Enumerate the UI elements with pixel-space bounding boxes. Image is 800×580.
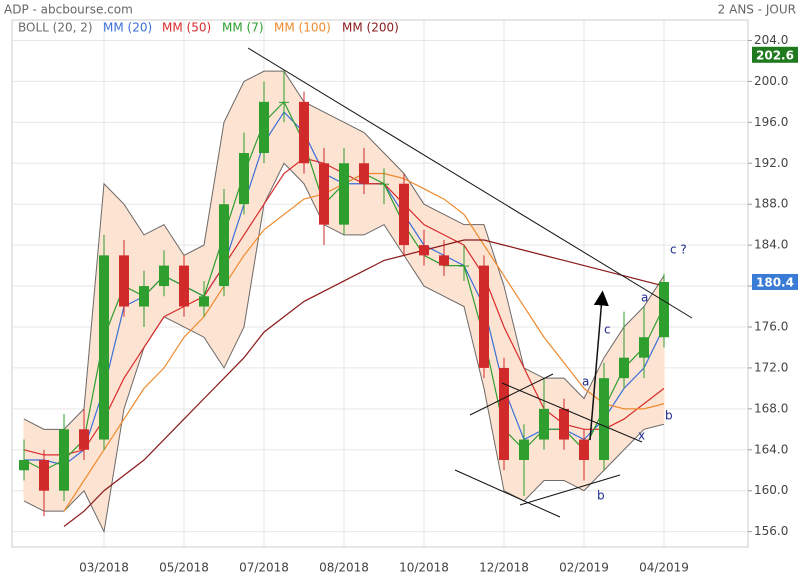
candle-body bbox=[299, 101, 309, 164]
candle-body bbox=[599, 378, 609, 461]
candle-body bbox=[39, 460, 49, 491]
legend-item: MM (50) bbox=[162, 21, 211, 35]
y-tick-label: 196.0 bbox=[754, 115, 788, 129]
candle-body bbox=[519, 439, 529, 461]
legend-item: MM (7) bbox=[222, 21, 264, 35]
annotation: a bbox=[582, 375, 589, 389]
x-tick-label: 03/2018 bbox=[79, 561, 129, 575]
candle-body bbox=[139, 286, 149, 307]
y-tick-label: 200.0 bbox=[754, 74, 788, 88]
candle-body bbox=[239, 153, 249, 205]
trendline bbox=[501, 382, 643, 443]
arrow bbox=[589, 290, 609, 441]
candle-body bbox=[59, 429, 69, 491]
plot-frame bbox=[11, 19, 749, 548]
legend-item: MM (200) bbox=[342, 21, 399, 35]
y-tick-label: 168.0 bbox=[754, 401, 788, 415]
candle-body bbox=[439, 255, 449, 266]
annotation: b bbox=[597, 489, 605, 503]
annotation: x bbox=[638, 429, 645, 443]
candle-body bbox=[79, 429, 89, 450]
y-tick-label: 192.0 bbox=[754, 156, 788, 170]
y-tick-label: 204.0 bbox=[754, 33, 788, 47]
annotation: c ? bbox=[670, 243, 687, 257]
y-tick-label: 172.0 bbox=[754, 360, 788, 374]
x-tick-label: 08/2018 bbox=[319, 561, 369, 575]
y-tick-label: 156.0 bbox=[754, 524, 788, 538]
candle-body bbox=[199, 296, 209, 307]
candle-body bbox=[379, 183, 389, 185]
x-tick-label: 12/2018 bbox=[479, 561, 529, 575]
candle-body bbox=[179, 265, 189, 307]
annotation: a bbox=[641, 291, 648, 305]
candle-body bbox=[279, 101, 289, 103]
candle-body bbox=[359, 163, 369, 184]
candle-body bbox=[19, 460, 29, 471]
candle-body bbox=[339, 163, 349, 225]
legend-item: MM (20) bbox=[103, 21, 152, 35]
candle-body bbox=[99, 255, 109, 440]
annotation: c bbox=[604, 323, 611, 337]
legend-item: BOLL (20, 2) bbox=[18, 21, 93, 35]
source: ADP - abcbourse.com bbox=[4, 3, 133, 17]
y-tick-label: 164.0 bbox=[754, 442, 788, 456]
trendline bbox=[247, 47, 693, 319]
plot-area bbox=[19, 69, 669, 534]
period: 2 ANS - JOUR bbox=[718, 3, 796, 17]
price-marker bbox=[752, 273, 798, 290]
annotation: b bbox=[665, 409, 673, 423]
bollinger-upper bbox=[23, 70, 665, 430]
candle-body bbox=[259, 101, 269, 154]
candle-body bbox=[539, 408, 549, 440]
legend: BOLL (20, 2) MM (20) MM (50) MM (7) MM (100)… bbox=[18, 21, 399, 35]
trendline bbox=[469, 373, 554, 416]
candle-body bbox=[659, 281, 669, 338]
legend-item: MM (100) bbox=[274, 21, 331, 35]
candle-body bbox=[399, 183, 409, 246]
trendline bbox=[454, 469, 561, 518]
x-tick-label: 02/2019 bbox=[559, 561, 609, 575]
candle-body bbox=[479, 265, 489, 368]
y-tick-label: 160.0 bbox=[754, 483, 788, 497]
price-marker bbox=[752, 46, 798, 63]
candle-body bbox=[319, 163, 329, 225]
candle-body bbox=[119, 255, 129, 307]
candle-body bbox=[419, 245, 429, 256]
price-marker-label: 202.6 bbox=[756, 48, 794, 62]
candle-body bbox=[579, 439, 589, 461]
y-tick-label: 176.0 bbox=[754, 319, 788, 333]
x-tick-label: 07/2018 bbox=[239, 561, 289, 575]
x-tick-label: 04/2019 bbox=[639, 561, 689, 575]
y-tick-label: 184.0 bbox=[754, 238, 788, 252]
trendline bbox=[519, 474, 621, 506]
x-tick-label: 05/2018 bbox=[159, 561, 209, 575]
trendlines bbox=[247, 47, 693, 518]
candle-body bbox=[639, 337, 649, 358]
price-marker-label: 180.4 bbox=[756, 275, 794, 289]
x-tick-label: 10/2018 bbox=[399, 561, 449, 575]
moving-average bbox=[63, 239, 665, 528]
candle-body bbox=[619, 357, 629, 379]
candle-body bbox=[459, 265, 469, 267]
candle-body bbox=[499, 367, 509, 461]
candle-body bbox=[559, 408, 569, 440]
candle-body bbox=[219, 204, 229, 287]
y-tick-label: 188.0 bbox=[754, 197, 788, 211]
candle-body bbox=[159, 265, 169, 287]
